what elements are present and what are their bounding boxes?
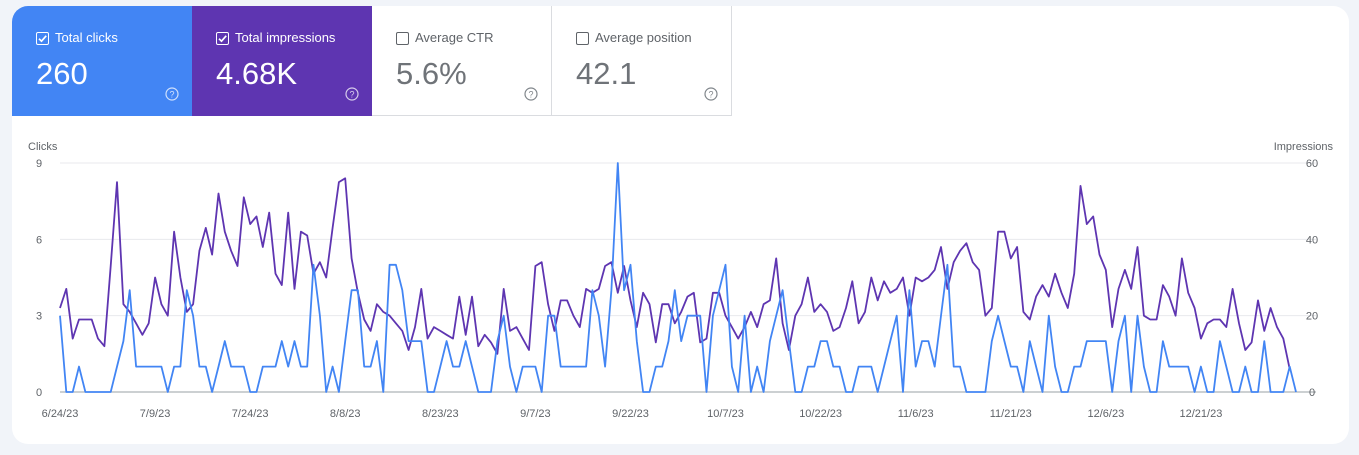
series-line-impressions: [59, 177, 1291, 370]
x-axis-tick-label: 10/7/23: [707, 408, 744, 420]
right-axis-tick-label: 40: [1306, 234, 1318, 246]
help-circle-icon[interactable]: ?: [345, 87, 359, 101]
metric-tabs: Total clicks 260 ? Total impressions 4.6…: [12, 6, 732, 116]
help-circle-icon[interactable]: ?: [524, 87, 538, 101]
right-axis-tick-label: 0: [1309, 387, 1315, 399]
x-axis-tick-label: 12/6/23: [1087, 408, 1124, 420]
average-position-label: Average position: [595, 30, 692, 45]
chart-gridlines: [60, 162, 1316, 393]
x-axis-tick-label: 11/6/23: [898, 408, 934, 420]
check-icon: [38, 35, 47, 43]
x-axis-tick-label: 6/24/23: [42, 408, 79, 420]
metric-average-ctr[interactable]: Average CTR 5.6% ?: [372, 6, 552, 116]
performance-card: Clicks Impressions 0 3 6 9 0 20 40 60 6/24/23 7…: [12, 6, 1349, 444]
metric-total-impressions[interactable]: Total impressions 4.68K ?: [192, 6, 372, 116]
x-axis-tick-label: 9/7/23: [520, 408, 551, 420]
total-impressions-value: 4.68K: [216, 56, 298, 91]
x-axis-tick-label: 8/8/23: [330, 408, 361, 420]
x-axis-tick-label: 7/24/23: [232, 408, 269, 420]
x-axis-tick-label: 10/22/23: [799, 408, 842, 420]
x-axis-tick-label: 9/22/23: [612, 408, 649, 420]
left-axis-tick-label: 3: [36, 311, 42, 323]
total-clicks-checkbox[interactable]: [36, 32, 49, 45]
x-axis-tick-label: 12/21/23: [1180, 408, 1223, 420]
check-icon: [218, 35, 227, 43]
total-impressions-checkbox[interactable]: [216, 32, 229, 45]
total-clicks-label: Total clicks: [55, 30, 118, 45]
left-axis-tick-label: 6: [36, 234, 42, 246]
left-axis-ticks: 0 3 6 9: [36, 158, 42, 399]
average-ctr-checkbox[interactable]: [396, 32, 409, 45]
left-axis-tick-label: 9: [36, 158, 42, 170]
x-axis-ticks: 6/24/23 7/9/23 7/24/23 8/8/23 8/23/23 9/7/23 9…: [42, 408, 1223, 420]
right-axis-tick-label: 20: [1306, 311, 1318, 323]
average-position-value: 42.1: [576, 56, 637, 91]
average-ctr-value: 5.6%: [396, 56, 467, 91]
svg-text:?: ?: [169, 89, 174, 99]
right-axis-title: Impressions: [1274, 141, 1334, 153]
total-impressions-label: Total impressions: [235, 30, 336, 45]
svg-text:?: ?: [708, 89, 713, 99]
left-axis-tick-label: 0: [36, 387, 42, 399]
performance-chart: Clicks Impressions 0 3 6 9 0 20 40 60 6/24/23 7…: [28, 141, 1334, 420]
average-ctr-label: Average CTR: [415, 30, 494, 45]
svg-text:?: ?: [528, 89, 533, 99]
x-axis-tick-label: 7/9/23: [140, 408, 171, 420]
metric-average-position[interactable]: Average position 42.1 ?: [552, 6, 732, 116]
right-axis-tick-label: 60: [1306, 158, 1318, 170]
help-circle-icon[interactable]: ?: [704, 87, 718, 101]
average-position-checkbox[interactable]: [576, 32, 589, 45]
left-axis-title: Clicks: [28, 141, 58, 153]
svg-text:?: ?: [349, 89, 354, 99]
metric-total-clicks[interactable]: Total clicks 260 ?: [12, 6, 192, 116]
x-axis-tick-label: 8/23/23: [422, 408, 459, 420]
right-axis-ticks: 0 20 40 60: [1306, 158, 1318, 399]
series-lines: [59, 162, 1297, 393]
help-circle-icon[interactable]: ?: [165, 87, 179, 101]
series-line-clicks: [59, 162, 1297, 393]
x-axis-tick-label: 11/21/23: [990, 408, 1032, 420]
total-clicks-value: 260: [36, 56, 88, 91]
